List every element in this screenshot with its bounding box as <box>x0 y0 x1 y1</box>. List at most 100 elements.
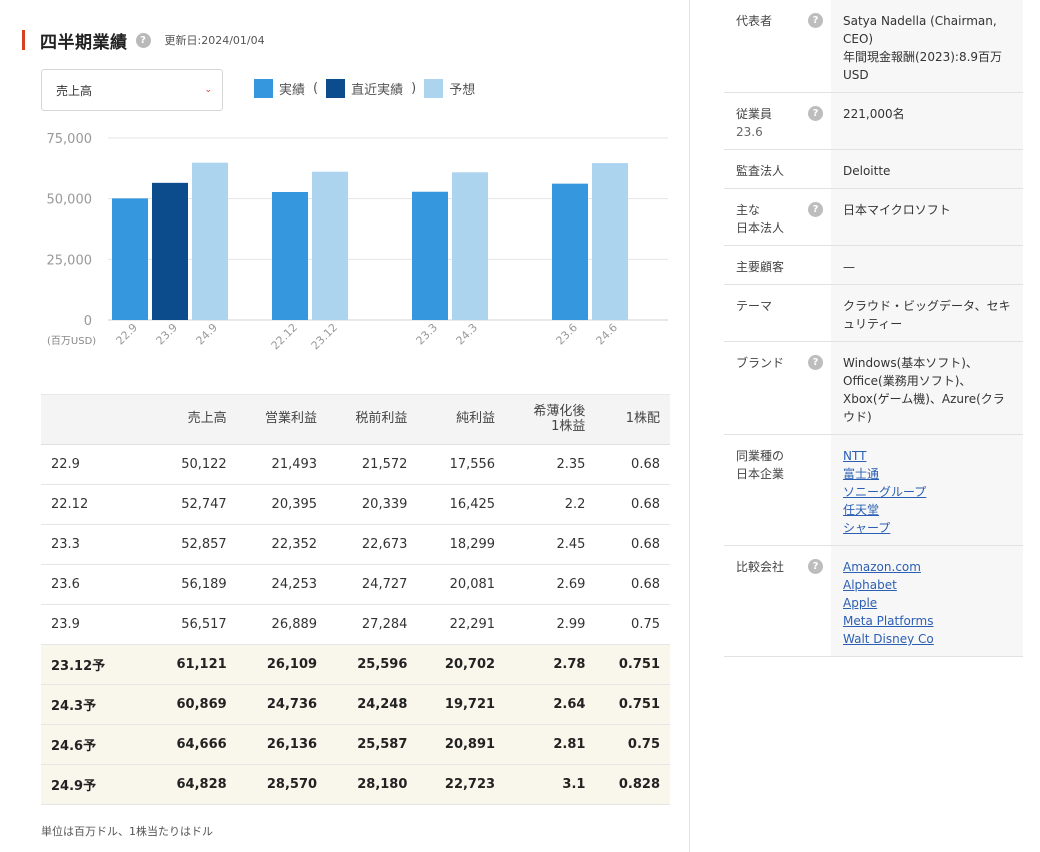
company-link[interactable]: 任天堂 <box>843 503 880 517</box>
profile-label: 代表者? <box>724 0 831 93</box>
accent-bar <box>22 30 25 50</box>
table-row: 23.6 56,189 24,253 24,727 20,081 2.69 0.68 <box>41 564 670 605</box>
table-row: 24.3予 60,869 24,736 24,248 19,721 2.64 0.751 <box>41 684 670 725</box>
profile-row-japan-entity: 主な 日本法人? 日本マイクロソフト <box>724 188 1023 246</box>
table-cell: 22,723 <box>417 764 506 805</box>
bar-22.9 <box>112 198 148 320</box>
bar-24.9 <box>192 162 228 320</box>
bar-23.3 <box>412 191 448 320</box>
profile-value-line: — <box>843 260 855 274</box>
company-link[interactable]: Meta Platforms <box>843 614 934 628</box>
table-cell: 22,352 <box>236 524 328 565</box>
column-header: 純利益 <box>417 394 506 445</box>
table-cell: 0.828 <box>595 764 670 805</box>
table-cell: 2.99 <box>505 604 596 645</box>
profile-row-peers-japan: 同業種の 日本企業 NTT 富士通 ソニーグループ 任天堂 シャープ <box>724 434 1023 546</box>
legend-swatch-actual <box>254 79 273 98</box>
table-cell: 26,889 <box>236 604 328 645</box>
chart-legend: 実績 ( 直近実績 ) 予想 <box>254 79 475 98</box>
profile-label: ブランド? <box>724 341 831 435</box>
table-cell: 3.1 <box>505 764 596 805</box>
results-table: 売上高 営業利益 税前利益 純利益 希薄化後 1株益 1株配 22.9 50,122 21,4… <box>41 394 670 805</box>
profile-value-line: 日本マイクロソフト <box>843 203 951 217</box>
profile-value: Deloitte <box>831 149 1023 189</box>
profile-label: 主要顧客 <box>724 245 831 285</box>
column-header: 営業利益 <box>236 394 328 445</box>
company-link[interactable]: Walt Disney Co <box>843 632 934 646</box>
table-cell: 20,339 <box>327 484 418 525</box>
table-cell: 0.75 <box>595 604 670 645</box>
profile-row-representative: 代表者? Satya Nadella (Chairman, CEO) 年間現金報酬(… <box>724 0 1023 93</box>
profile-value-line: 年間現金報酬(2023):8.9百万USD <box>843 50 1003 82</box>
profile-value: — <box>831 245 1023 285</box>
help-icon[interactable]: ? <box>808 559 823 574</box>
metric-select[interactable]: 売上高 ⌄ <box>41 69 223 111</box>
table-cell: 50,122 <box>149 444 237 485</box>
profile-sublabel: 23.6 <box>736 125 763 139</box>
help-icon[interactable]: ? <box>808 13 823 28</box>
table-row: 23.9 56,517 26,889 27,284 22,291 2.99 0.75 <box>41 604 670 645</box>
table-row: 23.12予 61,121 26,109 25,596 20,702 2.78 0.751 <box>41 644 670 685</box>
x-tick-label: 22.12 <box>269 321 300 352</box>
y-tick-label: 75,000 <box>47 132 93 147</box>
row-period: 24.6予 <box>41 724 150 765</box>
company-link[interactable]: ソニーグループ <box>843 485 927 499</box>
profile-value: Amazon.com Alphabet Apple Meta Platforms Wal… <box>831 545 1023 657</box>
table-cell: 20,702 <box>417 644 506 685</box>
company-link[interactable]: シャープ <box>843 521 891 535</box>
table-cell: 27,284 <box>327 604 418 645</box>
profile-value-line: Satya Nadella (Chairman, CEO) <box>843 14 997 46</box>
help-icon[interactable]: ? <box>808 202 823 217</box>
y-tick-label: 0 <box>84 314 92 329</box>
help-icon[interactable]: ? <box>808 106 823 121</box>
column-header: 売上高 <box>149 394 237 445</box>
table-cell: 56,189 <box>149 564 237 605</box>
profile-label-text: 主要顧客 <box>736 260 785 274</box>
table-cell: 18,299 <box>417 524 506 565</box>
table-cell: 2.69 <box>505 564 596 605</box>
row-period: 22.9 <box>41 444 150 485</box>
table-row: 24.9予 64,828 28,570 28,180 22,723 3.1 0.828 <box>41 764 670 805</box>
company-link[interactable]: NTT <box>843 449 867 463</box>
table-note: 単位は百万ドル、1株当たりはドル <box>41 825 213 838</box>
company-link[interactable]: Amazon.com <box>843 560 921 574</box>
table-cell: 22,291 <box>417 604 506 645</box>
company-link[interactable]: Apple <box>843 596 878 610</box>
row-period: 23.9 <box>41 604 150 645</box>
table-cell: 26,109 <box>236 644 328 685</box>
table-row: 22.12 52,747 20,395 20,339 16,425 2.2 0.68 <box>41 484 670 525</box>
profile-value-line: クラウド・ビッグデータ、セキュリティー <box>843 299 1011 331</box>
profile-label-text: 監査法人 <box>736 164 785 178</box>
help-icon[interactable]: ? <box>135 32 151 48</box>
profile-value: Satya Nadella (Chairman, CEO) 年間現金報酬(2023… <box>831 0 1023 93</box>
bar-22.12 <box>272 192 308 320</box>
company-link[interactable]: 富士通 <box>843 467 880 481</box>
x-tick-label: 24.6 <box>594 321 621 348</box>
legend-recent: 直近実績 <box>326 79 403 98</box>
table-cell: 2.45 <box>505 524 596 565</box>
table-header-row: 売上高 営業利益 税前利益 純利益 希薄化後 1株益 1株配 <box>41 394 670 445</box>
help-icon[interactable]: ? <box>808 355 823 370</box>
table-cell: 0.751 <box>595 644 670 685</box>
profile-value: Windows(基本ソフト)、Office(業務用ソフト)、Xbox(ゲーム機)… <box>831 341 1023 435</box>
profile-value: NTT 富士通ソニーグループ 任天堂シャープ <box>831 434 1023 546</box>
table-cell: 2.78 <box>505 644 596 685</box>
table-cell: 64,828 <box>149 764 237 805</box>
table-cell: 24,253 <box>236 564 328 605</box>
company-link[interactable]: Alphabet <box>843 578 897 592</box>
profile-label: 主な 日本法人? <box>724 188 831 246</box>
table-row: 22.9 50,122 21,493 21,572 17,556 2.35 0.68 <box>41 444 670 485</box>
table-row: 24.6予 64,666 26,136 25,587 20,891 2.81 0.75 <box>41 724 670 765</box>
table-cell: 25,587 <box>327 724 418 765</box>
legend-close-paren: ) <box>411 81 417 96</box>
x-tick-label: 24.9 <box>194 321 221 348</box>
profile-value: 221,000名 <box>831 92 1023 150</box>
metric-select-value: 売上高 <box>56 83 93 98</box>
bar-24.6 <box>592 163 628 320</box>
table-cell: 24,736 <box>236 684 328 725</box>
table-cell: 64,666 <box>149 724 237 765</box>
table-cell: 0.751 <box>595 684 670 725</box>
row-period: 24.9予 <box>41 764 150 805</box>
section-header: 四半期業績 ? 更新日:2024/01/04 <box>22 28 265 53</box>
y-unit-label: (百万USD) <box>47 335 96 347</box>
